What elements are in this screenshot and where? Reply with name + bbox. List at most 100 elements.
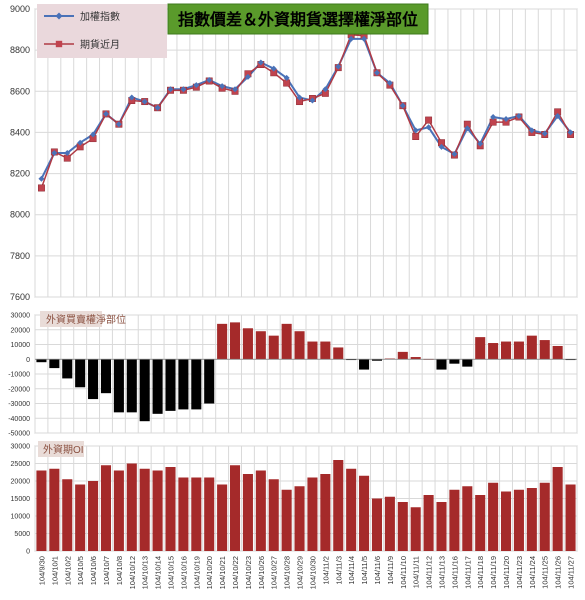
oi-y-tick-label: 10000 — [11, 514, 31, 521]
net-position-bar — [436, 359, 447, 370]
net-position-bar — [191, 359, 202, 410]
index-point — [464, 125, 471, 132]
x-category-label: 104/11/17 — [463, 556, 472, 589]
index-point — [51, 150, 58, 156]
futures-point — [412, 133, 420, 140]
net-position-bar — [475, 337, 486, 360]
oi-bar — [397, 502, 408, 551]
index-point — [348, 35, 355, 42]
x-category-label: 104/11/13 — [438, 556, 447, 589]
index-point — [399, 102, 406, 109]
net-position-bar — [242, 328, 253, 360]
oi-bar — [88, 481, 99, 551]
net-position-bar — [88, 359, 99, 400]
net-position-bar — [410, 357, 421, 360]
oi-bar — [268, 479, 279, 551]
x-category-label: 104/10/20 — [205, 556, 214, 589]
net-position-bar — [229, 322, 241, 360]
x-category-label: 104/11/19 — [489, 556, 498, 589]
net-position-bar — [281, 323, 292, 360]
net-position-bar — [359, 359, 370, 370]
index-point — [102, 110, 109, 117]
x-category-label: 104/10/1 — [50, 556, 59, 585]
x-category-label: 104/10/22 — [231, 556, 240, 589]
oi-y-tick-label: 5000 — [14, 531, 30, 538]
oi-bar — [152, 470, 163, 551]
x-category-label: 104/10/23 — [244, 556, 253, 589]
legend-index-label: 加權指數 — [80, 10, 120, 23]
oi-bar — [371, 498, 383, 551]
x-category-label: 104/10/26 — [257, 556, 266, 589]
index-point — [528, 127, 535, 134]
oi-bar — [242, 474, 253, 551]
price-y-tick-label: 8400 — [10, 127, 30, 137]
index-point — [167, 86, 174, 93]
oi-bar — [552, 467, 563, 551]
oi-bar — [178, 477, 189, 551]
oi-bar — [423, 495, 434, 551]
index-point — [77, 139, 84, 146]
index-point — [270, 65, 277, 72]
x-category-label: 104/10/21 — [218, 556, 227, 589]
futures-point — [38, 184, 45, 192]
price-y-tick-label: 8000 — [10, 210, 30, 220]
net-y-tick-label: -10000 — [8, 372, 30, 379]
oi-bar — [500, 491, 512, 551]
oi-bar — [281, 489, 292, 551]
x-category-label: 104/10/6 — [89, 556, 98, 585]
x-category-label: 104/11/10 — [399, 556, 408, 589]
index-point — [515, 112, 522, 119]
index-point — [451, 151, 458, 158]
oi-bar — [513, 489, 524, 551]
net-y-tick-label: 10000 — [11, 342, 31, 349]
net-position-bar — [255, 331, 266, 360]
oi-bar — [62, 479, 73, 551]
index-point — [219, 83, 226, 90]
net-title-tag — [40, 311, 102, 327]
x-category-label: 104/10/2 — [63, 556, 72, 585]
x-category-label: 104/11/18 — [476, 556, 485, 589]
oi-bar — [359, 475, 370, 551]
chart-title: 指數價差＆外資期貨選擇權淨部位 — [178, 10, 418, 29]
net-position-bar — [371, 359, 383, 361]
index-point — [257, 59, 264, 66]
index-point — [115, 121, 122, 128]
oi-bar — [126, 463, 137, 551]
oi-bar — [539, 482, 550, 551]
net-position-bar — [113, 359, 124, 413]
x-category-label: 104/11/20 — [502, 556, 511, 589]
net-y-tick-label: -20000 — [8, 386, 30, 393]
net-position-bar — [62, 359, 73, 379]
index-point — [180, 86, 187, 93]
net-position-bar — [294, 331, 305, 360]
x-category-label: 104/11/12 — [425, 556, 434, 589]
net-position-bar — [513, 341, 524, 360]
oi-bar — [320, 474, 331, 551]
oi-bar — [384, 496, 395, 551]
oi-bar — [449, 489, 460, 551]
x-category-label: 104/11/23 — [515, 556, 524, 589]
oi-bar — [204, 477, 215, 551]
x-category-label: 104/10/13 — [141, 556, 150, 589]
x-category-label: 104/10/7 — [102, 556, 111, 585]
net-position-bar — [462, 359, 473, 367]
oi-bar — [75, 484, 86, 551]
net-position-bar — [500, 341, 512, 360]
index-point — [386, 80, 393, 87]
x-category-label: 104/10/8 — [115, 556, 124, 585]
oi-bar — [191, 477, 202, 551]
x-category-label: 104/11/25 — [541, 556, 550, 589]
x-category-label: 104/9/30 — [37, 556, 46, 585]
x-category-label: 104/10/14 — [154, 556, 163, 589]
x-category-label: 104/10/27 — [270, 556, 279, 589]
price-y-tick-label: 8600 — [10, 86, 30, 96]
oi-bar — [36, 470, 47, 551]
index-point — [322, 86, 329, 93]
oi-y-tick-label: 15000 — [11, 496, 31, 503]
x-category-label: 104/11/6 — [373, 556, 382, 585]
x-category-label: 104/10/16 — [179, 556, 188, 589]
futures-point — [425, 116, 433, 124]
x-category-label: 104/11/5 — [360, 556, 369, 585]
index-point — [503, 116, 510, 123]
index-point — [232, 86, 239, 93]
